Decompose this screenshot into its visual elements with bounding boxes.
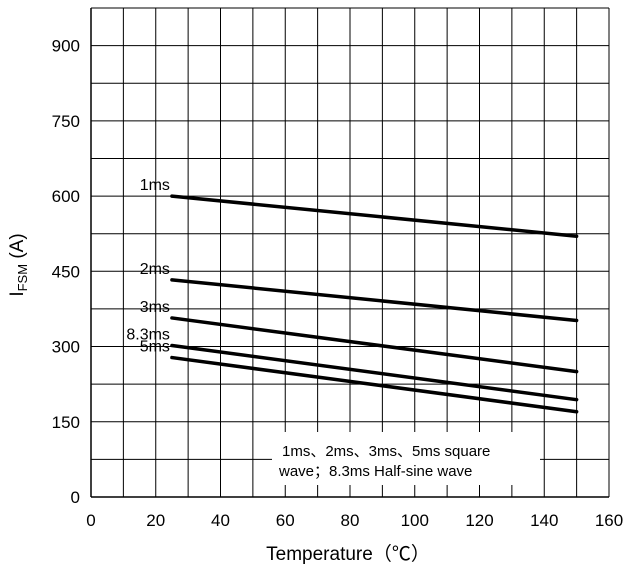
- y-tick-labels: 0 150 300 450 600 750 900: [52, 37, 80, 507]
- y-tick-label: 900: [52, 37, 80, 56]
- annotation-line-2: wave；8.3ms Half-sine wave: [278, 463, 472, 480]
- x-tick-label: 140: [530, 511, 558, 530]
- x-axis-title: Temperature（℃）: [266, 543, 430, 565]
- y-axis-title: IFSM (A): [7, 233, 30, 296]
- y-axis-title-main: I: [7, 291, 28, 296]
- x-tick-label: 40: [211, 511, 230, 530]
- series-label-5ms: 5ms: [140, 339, 170, 356]
- series-line-3ms: [170, 316, 579, 374]
- x-tick-label: 20: [146, 511, 165, 530]
- x-tick-labels: 0 20 40 60 80 100 120 140 160: [86, 511, 623, 530]
- series-line-2ms: [170, 278, 579, 323]
- x-tick-label: 160: [595, 511, 623, 530]
- y-tick-label: 300: [52, 338, 80, 357]
- y-tick-label: 750: [52, 112, 80, 131]
- x-tick-label: 0: [86, 511, 95, 530]
- series-label-1ms: 1ms: [140, 177, 170, 194]
- series-line-5ms: [170, 355, 579, 414]
- x-tick-label: 60: [276, 511, 295, 530]
- series-label-2ms: 2ms: [140, 261, 170, 278]
- series-line-8-3ms: [170, 343, 579, 402]
- x-tick-label: 120: [465, 511, 493, 530]
- series-label-3ms: 3ms: [140, 299, 170, 316]
- series-label-8-3ms: 8.3ms: [126, 327, 170, 344]
- series-lines: [170, 194, 579, 414]
- y-axis-title-unit: (A): [7, 233, 28, 264]
- x-tick-label: 100: [401, 511, 429, 530]
- series-line-1ms: [170, 194, 579, 238]
- y-tick-label: 0: [71, 488, 80, 507]
- y-tick-label: 150: [52, 413, 80, 432]
- grid: [90, 7, 610, 498]
- y-tick-label: 450: [52, 262, 80, 281]
- y-axis-title-subscript: FSM: [15, 264, 30, 291]
- x-tick-label: 80: [341, 511, 360, 530]
- annotation-line-1: 1ms、2ms、3ms、5ms square: [282, 443, 490, 460]
- annotation-box: [272, 432, 540, 485]
- y-tick-label: 600: [52, 187, 80, 206]
